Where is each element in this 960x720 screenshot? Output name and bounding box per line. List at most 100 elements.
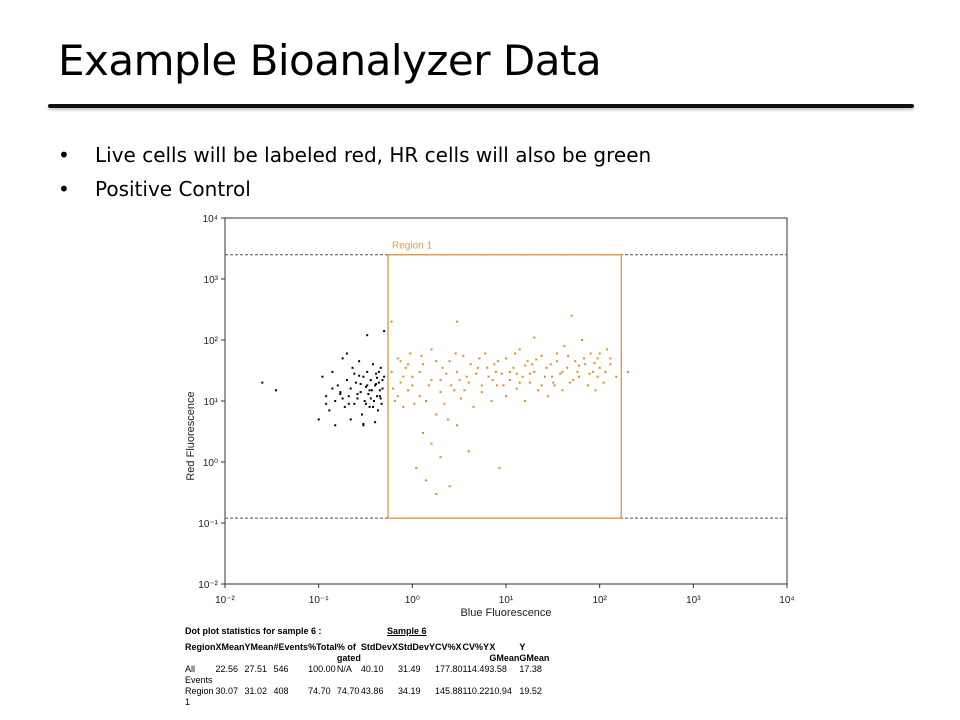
table-cell: 114.49 [462, 664, 490, 674]
table-cell: 19.52 [519, 686, 542, 696]
data-point [458, 379, 461, 382]
data-point [566, 366, 569, 369]
data-point [609, 357, 612, 360]
data-point [592, 370, 595, 373]
table-cell: 10.94 [489, 686, 512, 696]
data-point [521, 375, 524, 378]
data-point [317, 418, 320, 421]
data-point [391, 387, 394, 390]
data-point [393, 400, 396, 402]
table-cell: 43.86 [360, 686, 384, 696]
data-point [339, 391, 342, 394]
table-cell: 177.80 [434, 664, 463, 674]
data-point [413, 402, 416, 405]
data-point [472, 405, 475, 408]
x-axis-label: Blue Fluorescence [460, 607, 551, 619]
data-point [390, 320, 393, 323]
y-tick-label: 10⁴ [203, 214, 218, 225]
data-point [572, 379, 575, 382]
data-point [574, 360, 577, 363]
data-point [363, 400, 366, 402]
table-cell: 100.00 [308, 664, 336, 674]
x-tick-label: 10⁰ [405, 595, 420, 606]
data-point [540, 354, 543, 357]
data-point [465, 375, 468, 378]
data-point [430, 442, 433, 445]
table-row: All Events 22.56 27.51 546 100.00 N/A 40… [185, 664, 549, 686]
statistics-table: Region XMean YMean #Events %Total % of g… [185, 642, 549, 708]
data-point [415, 466, 418, 469]
data-point [531, 363, 534, 366]
data-point [439, 379, 442, 382]
data-point [490, 400, 493, 402]
data-point [533, 370, 536, 373]
stats-header: CV%X [434, 642, 462, 652]
bullet-item: • Live cells will be labeled red, HR cel… [58, 138, 651, 172]
data-point [362, 424, 365, 427]
data-point [334, 424, 337, 427]
data-point [463, 389, 466, 392]
data-point [396, 357, 399, 360]
data-point [430, 348, 433, 351]
data-point [321, 375, 324, 378]
data-point [343, 405, 346, 408]
data-point [349, 418, 352, 421]
stats-header-row: Region XMean YMean #Events %Total % of g… [185, 642, 549, 664]
data-point [383, 375, 386, 378]
data-point [362, 423, 365, 425]
table-cell: 31.49 [397, 664, 421, 674]
data-point [491, 379, 494, 382]
data-point [512, 366, 515, 369]
data-point [478, 357, 481, 360]
data-point [345, 352, 348, 355]
data-point [480, 384, 483, 387]
data-point [418, 395, 421, 398]
data-point [446, 418, 449, 421]
data-point [587, 384, 589, 387]
y-tick-label: 10³ [204, 275, 219, 286]
data-point [556, 360, 558, 363]
data-point [480, 391, 483, 394]
data-point [361, 413, 363, 416]
data-point [378, 395, 381, 398]
data-point [339, 393, 342, 395]
data-point [515, 372, 518, 375]
data-point [524, 364, 527, 367]
plot-area-border [224, 217, 788, 585]
stats-header: Region [185, 642, 216, 652]
data-point [396, 395, 399, 398]
stats-header: CV%Y [462, 642, 489, 652]
data-point [370, 389, 373, 392]
data-point [325, 402, 328, 405]
stats-header: StdDevX [360, 642, 398, 652]
y-axis-label: Red Fluorescence [185, 391, 197, 480]
data-point [561, 370, 564, 373]
bullet-item: • Positive Control [58, 172, 651, 206]
data-point [508, 370, 511, 373]
x-tick-label: 10¹ [499, 595, 514, 606]
data-point [505, 357, 507, 360]
stats-sample-label: Sample 6 [387, 626, 427, 636]
data-point [514, 352, 517, 355]
data-point [439, 391, 442, 394]
y-tick-label: 10⁻¹ [198, 519, 218, 530]
y-tick-label: 10¹ [204, 397, 219, 408]
data-point [379, 397, 382, 400]
data-point [368, 405, 371, 408]
data-point [604, 370, 607, 373]
data-point [409, 352, 412, 355]
data-point [576, 370, 579, 373]
data-point [593, 362, 596, 364]
data-point [583, 357, 585, 360]
data-point [553, 384, 556, 387]
data-point [383, 330, 386, 333]
data-point [456, 370, 458, 373]
data-point [377, 370, 380, 373]
data-point [535, 358, 538, 361]
data-point [407, 363, 409, 366]
data-point [596, 375, 599, 378]
y-tick-label: 10⁰ [203, 458, 218, 469]
data-point [347, 402, 350, 405]
data-point [609, 363, 612, 366]
data-point [518, 381, 521, 384]
